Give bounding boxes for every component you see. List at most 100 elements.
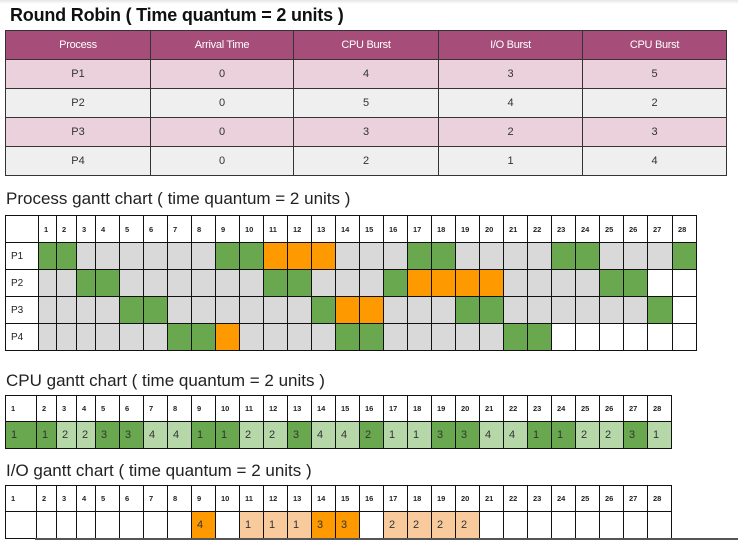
cell-waiting [647, 242, 673, 270]
slot-cell [551, 511, 576, 539]
slot-cell: 2 [359, 421, 384, 449]
time-label: 26 [623, 215, 648, 243]
cell-waiting [76, 323, 96, 351]
cell-waiting [503, 269, 528, 297]
cell-idle [672, 296, 697, 324]
time-label: 4 [76, 485, 96, 512]
time-label: 17 [407, 215, 432, 243]
time-label: 28 [647, 395, 672, 422]
time-label: 25 [575, 395, 600, 422]
cell-cpu-burst-1: 5 [293, 88, 439, 118]
cell-process: P4 [5, 146, 151, 176]
cell-waiting [143, 269, 168, 297]
time-label: 20 [455, 485, 480, 512]
time-label: 18 [407, 395, 432, 422]
slot-cell: 4 [311, 421, 336, 449]
cell-waiting [143, 242, 168, 270]
corner-cell [5, 215, 39, 243]
cell-waiting [38, 323, 57, 351]
table-row: P3 0 3 2 3 [5, 117, 727, 147]
slot-cell [623, 511, 648, 539]
slot-cell: 1 [527, 421, 552, 449]
slot-cell: 1 [5, 421, 37, 449]
cell-waiting [311, 269, 336, 297]
slot-cell [575, 511, 600, 539]
time-label: 4 [95, 215, 120, 243]
time-label: 23 [527, 485, 552, 512]
cell-waiting [119, 242, 144, 270]
slot-cell [359, 511, 384, 539]
cell-running [575, 242, 600, 270]
slot-cell: 1 [215, 421, 240, 449]
time-label: 8 [191, 215, 216, 243]
cell-running [479, 296, 504, 324]
slot-cell: 1 [383, 421, 408, 449]
cell-running [503, 323, 528, 351]
process-row-p1: P1 [5, 242, 697, 270]
time-label: 18 [407, 485, 432, 512]
time-label: 17 [383, 395, 408, 422]
cell-waiting [239, 269, 264, 297]
cell-waiting [479, 242, 504, 270]
cell-running [263, 269, 288, 297]
cell-waiting [56, 269, 77, 297]
time-label: 11 [263, 215, 288, 243]
cell-waiting [503, 242, 528, 270]
time-label: 12 [287, 215, 312, 243]
cell-idle [575, 323, 600, 351]
table-row: P1 0 4 3 5 [5, 59, 727, 89]
cell-waiting [623, 242, 648, 270]
cell-idle [647, 269, 673, 297]
cell-io [335, 296, 360, 324]
slot-cell: 2 [76, 421, 96, 449]
cell-running [383, 269, 408, 297]
slot-cell: 2 [407, 511, 432, 539]
time-label: 3 [56, 485, 77, 512]
slot-cell: 2 [575, 421, 600, 449]
time-label: 4 [76, 395, 96, 422]
time-label: 18 [431, 215, 456, 243]
cell-running [527, 323, 552, 351]
cell-cpu-burst-2: 5 [582, 59, 727, 89]
cell-running [119, 296, 144, 324]
slot-cell: 1 [263, 511, 288, 539]
cell-waiting [56, 296, 77, 324]
cell-waiting [56, 323, 77, 351]
time-label: 12 [263, 485, 288, 512]
cell-waiting [527, 269, 552, 297]
slot-cell: 1 [36, 421, 57, 449]
cell-waiting [479, 323, 504, 351]
time-label: 11 [239, 395, 264, 422]
cell-waiting [263, 296, 288, 324]
process-row-p3: P3 [5, 296, 697, 324]
header-arrival-time: Arrival Time [150, 30, 294, 60]
cell-running [647, 296, 673, 324]
time-label: 27 [623, 485, 648, 512]
time-label: 22 [527, 215, 552, 243]
time-label: 14 [311, 485, 336, 512]
slot-cell: 1 [191, 421, 216, 449]
process-info-table: Process Arrival Time CPU Burst I/O Burst… [5, 30, 727, 176]
cell-cpu-burst-1: 2 [293, 146, 439, 176]
time-label: 13 [311, 215, 336, 243]
cell-idle [672, 323, 697, 351]
time-label: 13 [287, 485, 312, 512]
cpu-gantt-chart: 1 2 3 4 5 6 7 8 9 10 11 12 13 14 15 16 17 18 19 20 21 22 23 24 2… [5, 395, 695, 449]
time-label: 24 [551, 485, 576, 512]
cell-cpu-burst-1: 4 [293, 59, 439, 89]
cell-waiting [287, 296, 312, 324]
time-label: 15 [359, 215, 384, 243]
cell-arrival-time: 0 [150, 88, 294, 118]
cell-waiting [599, 242, 624, 270]
cell-arrival-time: 0 [150, 146, 294, 176]
cell-running [56, 242, 77, 270]
time-label: 7 [143, 395, 168, 422]
slot-cell: 2 [599, 421, 624, 449]
header-cpu-burst-1: CPU Burst [293, 30, 439, 60]
cell-waiting [407, 323, 432, 351]
slot-cell: 3 [311, 511, 336, 539]
time-label: 3 [56, 395, 77, 422]
cell-io [479, 269, 504, 297]
time-label: 2 [36, 395, 57, 422]
time-label: 10 [215, 395, 240, 422]
